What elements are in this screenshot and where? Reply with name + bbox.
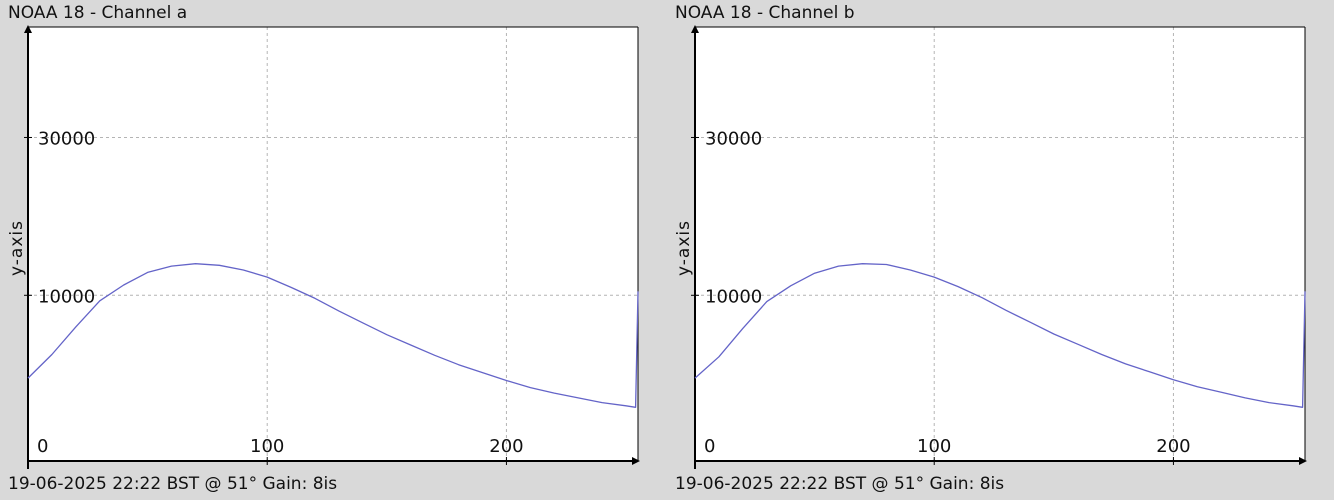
y-axis-arrow <box>24 25 32 33</box>
y-axis-title: y-axis <box>674 220 694 276</box>
x-tick-label: 200 <box>1156 436 1190 457</box>
chart-panel-b: NOAA 18 - Channel b 0 100 200 10000 30000 y-a… <box>667 0 1334 500</box>
y-tick-label: 30000 <box>705 128 762 149</box>
y-tick-label: 10000 <box>38 286 95 307</box>
series-line <box>694 263 1306 408</box>
chart-title: NOAA 18 - Channel a <box>8 3 188 23</box>
y-tick-label: 10000 <box>705 286 762 307</box>
series-line <box>27 263 639 408</box>
chart-plot: 0 100 200 10000 30000 y-axis <box>674 25 1307 469</box>
plot-area <box>695 27 1305 461</box>
x-tick-label: 100 <box>917 436 951 457</box>
x-axis-arrow <box>632 457 640 465</box>
y-axis-title: y-axis <box>7 220 27 276</box>
chart-footer: 19-06-2025 22:22 BST @ 51° Gain: 8is <box>675 474 1005 494</box>
chart-title: NOAA 18 - Channel b <box>675 3 855 23</box>
chart-plot: 0 100 200 10000 30000 y-axis <box>7 25 640 469</box>
chart-panel-a: NOAA 18 - Channel a 0 100 200 10000 30000 y-a… <box>7 3 640 494</box>
plot-area <box>28 27 638 461</box>
x-tick-label: 0 <box>37 436 48 457</box>
x-tick-label: 100 <box>250 436 284 457</box>
x-tick-label: 0 <box>704 436 715 457</box>
y-tick-label: 30000 <box>38 128 95 149</box>
x-tick-label: 200 <box>489 436 523 457</box>
chart-footer: 19-06-2025 22:22 BST @ 51° Gain: 8is <box>8 474 338 494</box>
x-axis-arrow <box>1299 457 1307 465</box>
y-axis-arrow <box>691 25 699 33</box>
